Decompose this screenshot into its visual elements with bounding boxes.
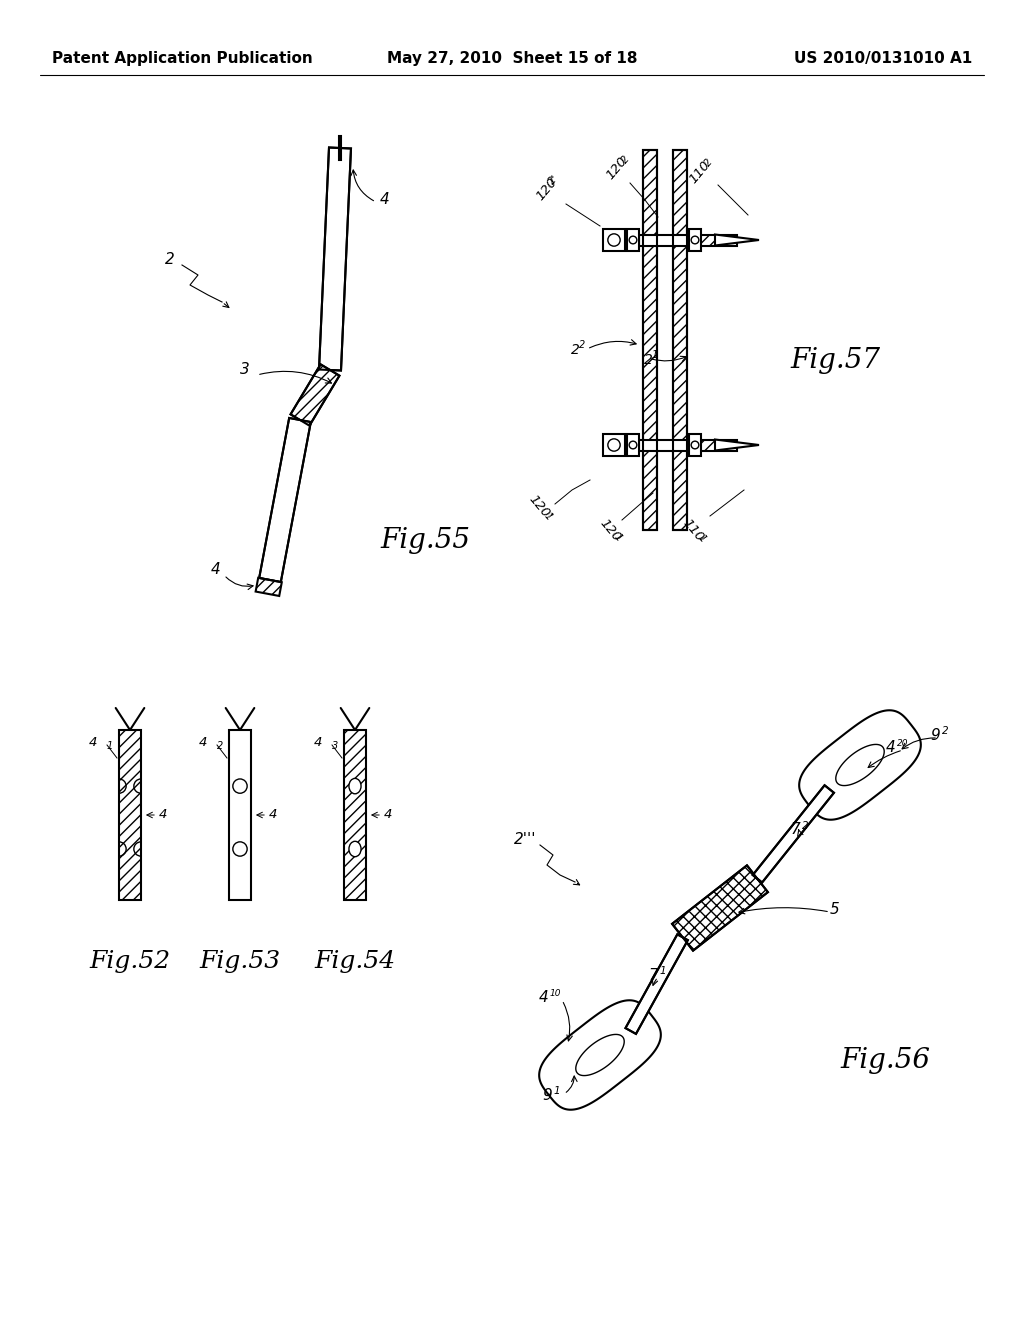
- Polygon shape: [627, 434, 639, 455]
- Text: 2''': 2''': [514, 833, 537, 847]
- Text: 1: 1: [612, 532, 624, 543]
- Text: 120: 120: [604, 154, 630, 182]
- Text: 2: 2: [217, 741, 223, 751]
- Text: 4: 4: [210, 562, 220, 578]
- Text: 1: 1: [554, 1086, 560, 1096]
- Text: 4: 4: [89, 735, 97, 748]
- Ellipse shape: [349, 841, 361, 857]
- Text: 4: 4: [199, 735, 207, 748]
- Polygon shape: [639, 440, 737, 450]
- Polygon shape: [689, 228, 701, 251]
- Text: 120': 120': [534, 173, 562, 203]
- Text: 110: 110: [680, 516, 707, 544]
- Polygon shape: [753, 785, 834, 883]
- Text: 20: 20: [897, 739, 908, 748]
- Text: 5: 5: [830, 903, 840, 917]
- Circle shape: [691, 441, 698, 449]
- Text: 4: 4: [159, 808, 167, 821]
- Circle shape: [691, 236, 698, 244]
- Text: 7: 7: [648, 968, 658, 982]
- Text: 3: 3: [332, 741, 338, 751]
- Text: Fig.53: Fig.53: [200, 950, 281, 973]
- Text: 1: 1: [652, 350, 658, 360]
- Circle shape: [608, 438, 621, 451]
- Polygon shape: [291, 364, 339, 425]
- Text: 2: 2: [942, 726, 948, 737]
- Polygon shape: [256, 578, 282, 595]
- Text: 2: 2: [643, 352, 652, 367]
- Text: 1: 1: [696, 532, 708, 544]
- Text: Fig.52: Fig.52: [89, 950, 171, 973]
- Polygon shape: [603, 434, 625, 455]
- Polygon shape: [540, 1001, 660, 1110]
- Polygon shape: [836, 744, 884, 785]
- Polygon shape: [259, 418, 311, 582]
- Text: 2: 2: [621, 154, 632, 165]
- Text: Patent Application Publication: Patent Application Publication: [52, 50, 312, 66]
- Polygon shape: [639, 235, 737, 246]
- Text: 4: 4: [269, 808, 278, 821]
- Text: May 27, 2010  Sheet 15 of 18: May 27, 2010 Sheet 15 of 18: [387, 50, 637, 66]
- Text: 7: 7: [791, 822, 800, 837]
- Polygon shape: [643, 150, 657, 531]
- Circle shape: [232, 779, 247, 793]
- Text: 9: 9: [543, 1088, 552, 1102]
- Polygon shape: [673, 150, 687, 531]
- Text: Fig.56: Fig.56: [840, 1047, 930, 1073]
- Circle shape: [232, 842, 247, 857]
- Text: 9: 9: [930, 727, 940, 742]
- Text: 4: 4: [539, 990, 548, 1006]
- Text: 3: 3: [240, 363, 250, 378]
- Polygon shape: [689, 434, 701, 455]
- Text: 2: 2: [579, 341, 585, 350]
- Polygon shape: [339, 136, 341, 160]
- Text: 1: 1: [660, 966, 667, 975]
- Polygon shape: [626, 935, 688, 1034]
- Circle shape: [629, 236, 637, 244]
- Polygon shape: [799, 710, 921, 820]
- Text: Fig.57: Fig.57: [790, 346, 880, 374]
- Text: US 2010/0131010 A1: US 2010/0131010 A1: [794, 50, 972, 66]
- Text: 10: 10: [550, 990, 561, 998]
- Text: 4: 4: [313, 735, 322, 748]
- Polygon shape: [119, 730, 141, 900]
- Polygon shape: [344, 730, 366, 900]
- Circle shape: [629, 441, 637, 449]
- Circle shape: [608, 234, 621, 246]
- Polygon shape: [319, 148, 351, 371]
- Text: 2: 2: [703, 157, 715, 169]
- Text: 120: 120: [597, 516, 623, 544]
- Ellipse shape: [349, 779, 361, 793]
- Text: 2: 2: [165, 252, 175, 268]
- Polygon shape: [575, 1035, 625, 1076]
- Polygon shape: [229, 730, 251, 900]
- Text: 110: 110: [687, 158, 713, 186]
- Polygon shape: [672, 866, 768, 950]
- Text: 1: 1: [106, 741, 114, 751]
- Text: 2: 2: [570, 343, 580, 356]
- Text: 4: 4: [886, 741, 895, 755]
- Text: 2: 2: [802, 821, 809, 832]
- Polygon shape: [627, 228, 639, 251]
- Text: 4: 4: [384, 808, 392, 821]
- Text: Fig.55: Fig.55: [380, 527, 470, 553]
- Polygon shape: [715, 440, 759, 450]
- Polygon shape: [603, 228, 625, 251]
- Text: 120': 120': [525, 492, 554, 523]
- Text: 2: 2: [547, 176, 559, 186]
- Polygon shape: [715, 235, 759, 246]
- Text: 4: 4: [380, 193, 390, 207]
- Text: 1: 1: [542, 511, 554, 521]
- Text: Fig.54: Fig.54: [314, 950, 395, 973]
